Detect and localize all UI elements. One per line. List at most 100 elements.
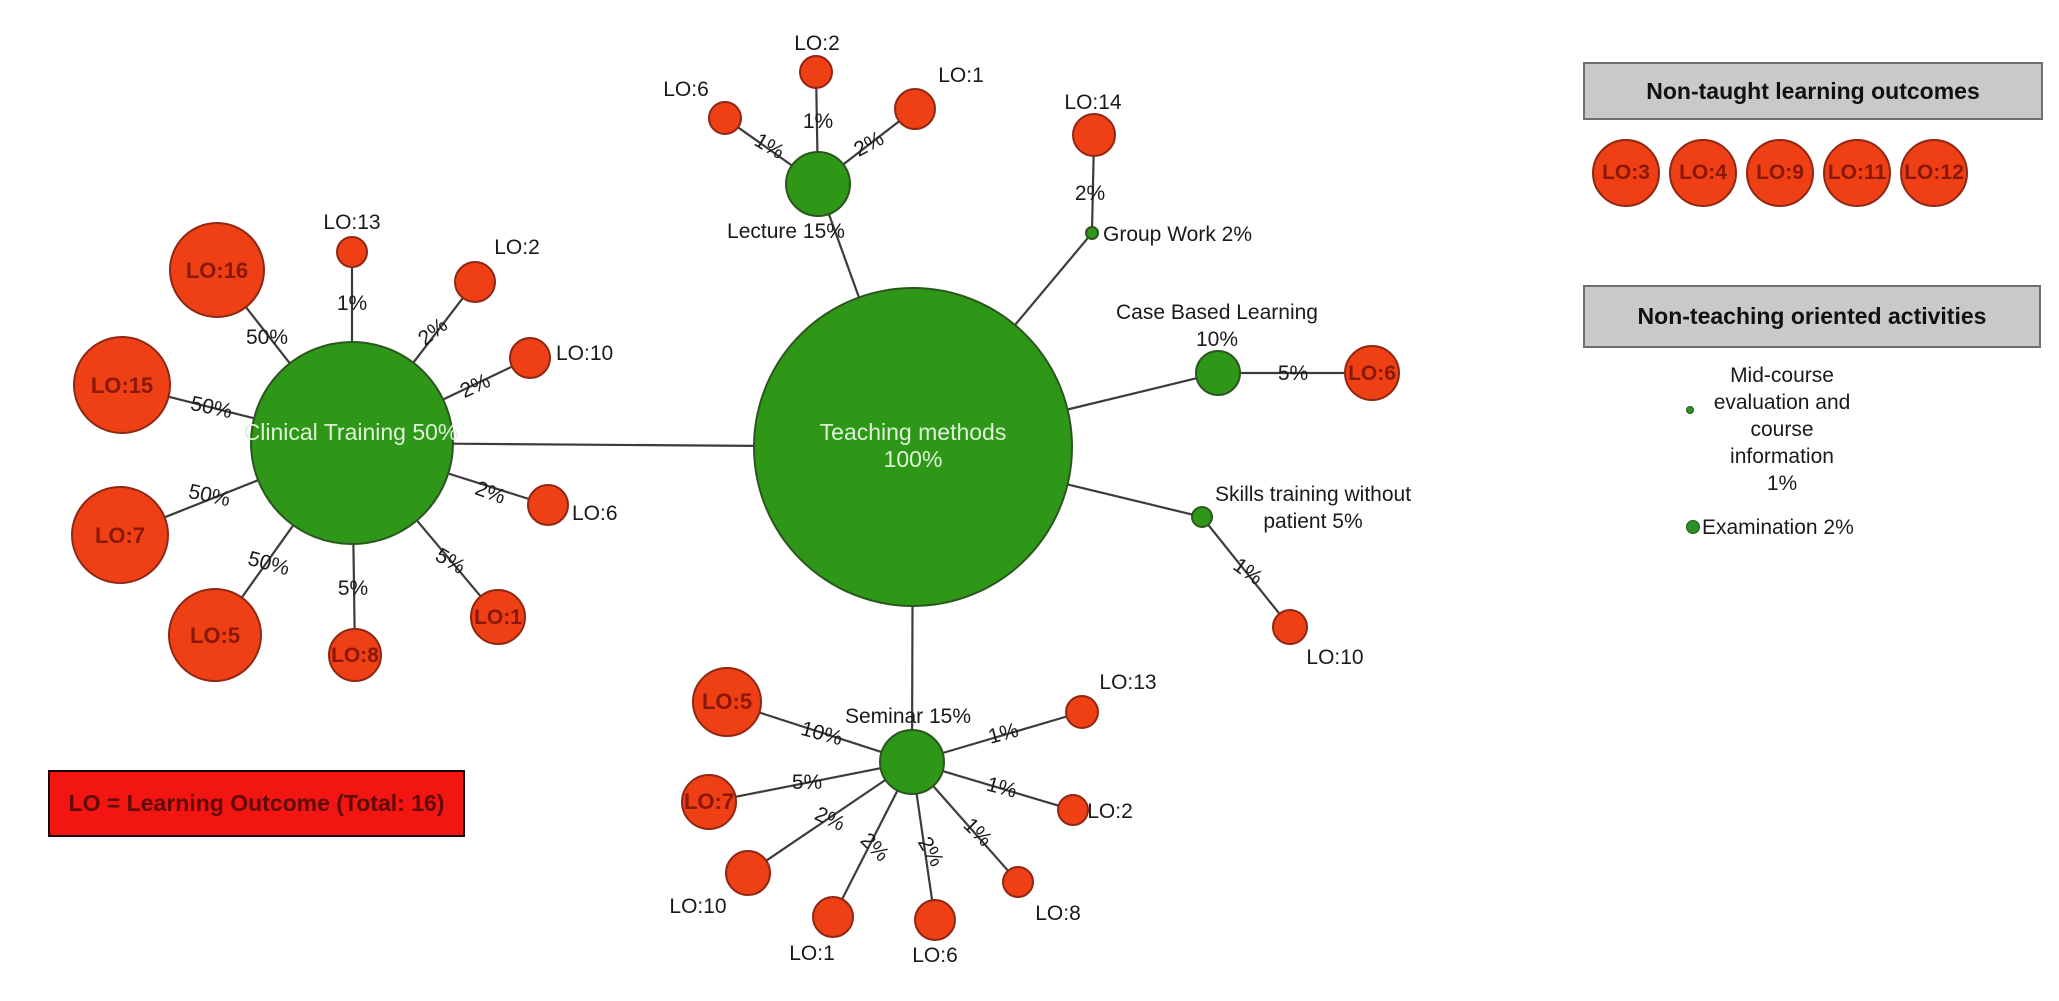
edge-label-seminar-sem-lo10: 2% [811, 802, 848, 836]
node-label-sem-lo6: LO:6 [912, 944, 958, 967]
edge-seminar-sem-lo1 [841, 790, 899, 900]
edge-label-clinical-cl-lo15: 50% [188, 392, 234, 423]
edge-skills-skills-lo10 [1207, 524, 1281, 615]
edge-clinical-cl-lo15 [168, 395, 255, 420]
node-label-cl-lo5: LO:5 [190, 623, 240, 648]
node-cl-lo10 [509, 337, 551, 379]
node-cl-lo2 [454, 261, 496, 303]
midcourse-dot-icon [1686, 406, 1694, 414]
node-cl-lo15 [73, 336, 171, 434]
node-lec-lo1 [894, 88, 936, 130]
node-label-seminar: Seminar 15% [845, 705, 971, 728]
non-taught-lo-circle: LO:4 [1669, 139, 1737, 207]
node-label-skills-lo10: LO:10 [1306, 646, 1363, 669]
node-cl-lo5 [168, 588, 262, 682]
non-taught-lo-circle: LO:11 [1823, 139, 1891, 207]
node-teaching [753, 287, 1073, 607]
node-label-sem-lo8: LO:8 [1035, 902, 1081, 925]
node-label-sem-lo5: LO:5 [702, 689, 752, 714]
node-label-cl-lo7: LO:7 [95, 523, 145, 548]
legend-box: LO = Learning Outcome (Total: 16) [48, 770, 465, 837]
edge-label-clinical-cl-lo6: 2% [472, 477, 508, 509]
edge-label-seminar-sem-lo5: 10% [798, 717, 845, 750]
edge-label-clinical-cl-lo16: 50% [246, 326, 288, 349]
node-label-cl-lo15: LO:15 [91, 373, 153, 398]
node-cl-lo8 [328, 628, 382, 682]
node-label-lec-lo2: LO:2 [794, 32, 840, 55]
edge-lecture-lec-lo1 [842, 120, 900, 166]
non-taught-lo-circle: LO:3 [1592, 139, 1660, 207]
node-sem-lo2 [1057, 794, 1089, 826]
edge-clinical-cl-lo1 [416, 519, 482, 598]
edge-label-seminar-sem-lo8: 1% [959, 814, 997, 852]
node-label-lo14: LO:14 [1064, 91, 1122, 114]
node-seminar [879, 729, 945, 795]
node-label-cl-lo10: LO:10 [556, 342, 613, 365]
node-cl-lo16 [169, 222, 265, 318]
node-label-cbl-lo6: LO:6 [1348, 362, 1396, 385]
edge-clinical-cl-lo7 [164, 479, 259, 519]
node-label-groupwork: Group Work 2% [1103, 223, 1252, 246]
non-teaching-header: Non-teaching oriented activities [1583, 285, 2041, 348]
edge-label-lecture-lec-lo2: 1% [803, 110, 833, 133]
non-teaching-title: Non-teaching oriented activities [1637, 303, 1987, 329]
edge-label-seminar-sem-lo6: 2% [913, 833, 948, 871]
node-lecture [785, 151, 851, 217]
non-taught-title: Non-taught learning outcomes [1646, 77, 1980, 104]
node-sem-lo6 [914, 899, 956, 941]
node-label-skills: Skills training without patient 5% [1215, 483, 1411, 533]
node-skills [1191, 506, 1213, 528]
node-cl-lo7 [71, 486, 169, 584]
node-cl-lo6 [527, 484, 569, 526]
node-lec-lo2 [799, 55, 833, 89]
node-label-cl-lo13: LO:13 [323, 211, 380, 234]
edge-clinical-cl-lo10 [442, 365, 513, 401]
node-label-lec-lo6: LO:6 [663, 78, 709, 101]
non-taught-header: Non-taught learning outcomes [1583, 62, 2043, 120]
edge-groupwork-lo14 [1091, 155, 1095, 228]
edge-teaching-groupwork [1014, 236, 1090, 326]
non-taught-circles: LO:3 LO:4 LO:9 LO:11 LO:12 [1592, 139, 1968, 207]
non-taught-lo-circle: LO:12 [1900, 139, 1968, 207]
edge-teaching-clinical [452, 442, 755, 447]
edge-label-seminar-sem-lo13: 1% [986, 719, 1021, 749]
edge-lecture-lec-lo6 [737, 126, 793, 167]
edge-label-lecture-lec-lo1: 2% [850, 127, 888, 162]
edge-label-seminar-sem-lo7: 5% [792, 771, 822, 794]
edge-clinical-cl-lo5 [240, 524, 295, 599]
edge-label-clinical-cl-lo13: 1% [337, 292, 367, 315]
node-sem-lo8 [1002, 866, 1034, 898]
edge-seminar-sem-lo2 [942, 770, 1059, 807]
edge-label-seminar-sem-lo2: 1% [984, 773, 1019, 803]
edge-lecture-lec-lo2 [815, 87, 819, 153]
node-sem-lo7 [681, 774, 737, 830]
node-label-teaching: Teaching methods 100% [820, 419, 1007, 472]
edge-teaching-cbl [1067, 377, 1197, 411]
edge-seminar-sem-lo6 [915, 793, 934, 901]
edge-label-clinical-cl-lo1: 5% [431, 544, 469, 579]
node-label-sem-lo2: LO:2 [1087, 800, 1133, 823]
node-label-cl-lo6: LO:6 [572, 502, 618, 525]
legend-text: LO = Learning Outcome (Total: 16) [68, 790, 445, 816]
node-cl-lo13 [336, 236, 368, 268]
node-label-clinical: Clinical Training 50% [244, 419, 459, 445]
edge-label-groupwork-lo14: 2% [1075, 182, 1105, 205]
node-label-cl-lo1: LO:1 [474, 606, 522, 629]
edge-seminar-sem-lo8 [932, 785, 1009, 872]
node-cbl [1195, 350, 1241, 396]
node-groupwork [1085, 226, 1099, 240]
node-label-sem-lo13: LO:13 [1099, 671, 1156, 694]
edge-seminar-sem-lo13 [942, 715, 1068, 755]
edge-clinical-cl-lo2 [412, 297, 464, 364]
examination-dot-icon [1686, 520, 1700, 534]
node-label-sem-lo7: LO:7 [684, 789, 734, 814]
node-sem-lo1 [812, 896, 854, 938]
node-sem-lo10 [725, 850, 771, 896]
examination-activity-label: Examination 2% [1702, 516, 1854, 539]
edge-label-cbl-cbl-lo6: 5% [1278, 362, 1308, 385]
node-lo14 [1072, 113, 1116, 157]
node-sem-lo5 [692, 667, 762, 737]
edge-teaching-lecture [827, 213, 861, 298]
node-label-sem-lo1: LO:1 [789, 942, 835, 965]
